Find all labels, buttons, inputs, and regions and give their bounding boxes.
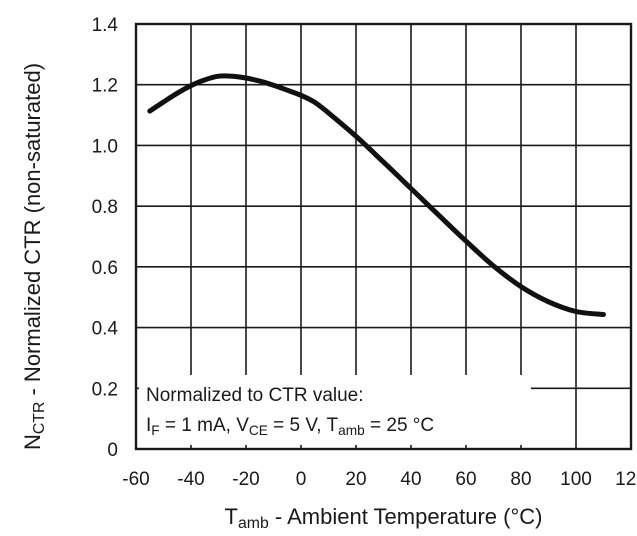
x-tick-label: -20 (232, 469, 259, 490)
ctr-curve (147, 73, 606, 317)
y-tick-label: 1.0 (92, 136, 118, 157)
axis-labels: Tamb - Ambient Temperature (°C) NCTR - No… (20, 63, 542, 533)
x-tick-label: 80 (510, 469, 531, 490)
x-tick-label: 0 (296, 469, 307, 490)
y-tick-label: 0.4 (92, 319, 119, 340)
y-tick-label: 0 (107, 440, 118, 461)
curve-layer (147, 73, 606, 317)
x-tick-label: -40 (177, 469, 204, 490)
y-tick-label: 0.6 (92, 258, 118, 279)
x-tick-label: 120 (615, 469, 637, 490)
y-tick-label: 1.4 (92, 15, 119, 36)
y-tick-label: 0.2 (92, 379, 118, 400)
x-tick-label: 40 (400, 469, 421, 490)
y-tick-label: 1.2 (92, 76, 118, 97)
x-tick-label: 100 (560, 469, 592, 490)
x-tick-label: 20 (345, 469, 366, 490)
y-tick-label: 0.8 (92, 197, 118, 218)
annotation-line-2: IF = 1 mA, VCE = 5 V, Tamb = 25 °C (146, 415, 434, 438)
x-axis-title: Tamb - Ambient Temperature (°C) (225, 504, 543, 532)
annotation-line-1: Normalized to CTR value: (146, 385, 364, 406)
y-axis-title: NCTR - Normalized CTR (non-saturated) (20, 63, 48, 450)
grid-layer (136, 24, 631, 449)
annotation-background (139, 375, 531, 445)
tick-labels: 0 0.2 0.4 0.6 0.8 1.0 1.2 1.4 -60 -40 -20 0 20 40 60 80… (92, 15, 637, 490)
x-tick-label: -60 (122, 469, 149, 490)
x-tick-label: 60 (455, 469, 476, 490)
plot-frame (134, 22, 633, 451)
